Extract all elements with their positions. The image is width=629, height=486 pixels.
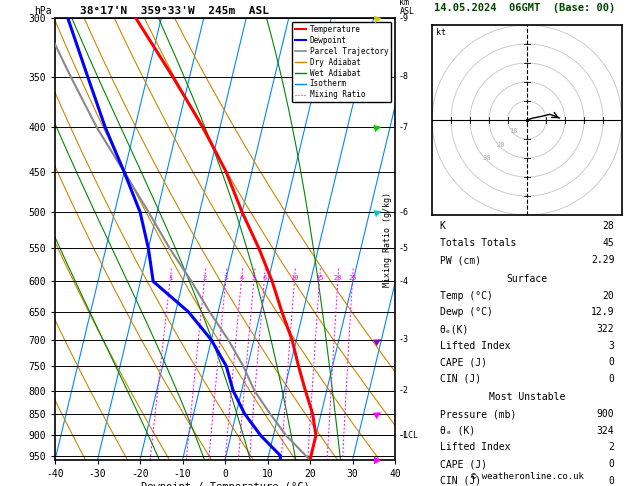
Text: ▶: ▶ [374, 455, 382, 465]
Text: km
ASL: km ASL [399, 0, 415, 16]
Text: 2: 2 [203, 276, 206, 281]
Text: 2.29: 2.29 [591, 255, 615, 265]
Text: ▶: ▶ [372, 334, 384, 346]
Text: CAPE (J): CAPE (J) [440, 357, 487, 367]
Text: hPa: hPa [34, 5, 52, 16]
Text: kt: kt [436, 28, 446, 36]
Text: 12.9: 12.9 [591, 308, 615, 317]
Legend: Temperature, Dewpoint, Parcel Trajectory, Dry Adiabat, Wet Adiabat, Isotherm, Mi: Temperature, Dewpoint, Parcel Trajectory… [292, 22, 391, 103]
Text: CIN (J): CIN (J) [440, 374, 481, 384]
Text: 1: 1 [168, 276, 172, 281]
Text: Surface: Surface [506, 274, 548, 284]
Text: 0: 0 [608, 357, 615, 367]
Text: -9: -9 [398, 14, 408, 22]
Text: © weatheronline.co.uk: © weatheronline.co.uk [470, 472, 584, 481]
Text: -6: -6 [398, 208, 408, 217]
Text: ▶: ▶ [373, 122, 383, 133]
Text: 5: 5 [252, 276, 256, 281]
Text: Totals Totals: Totals Totals [440, 238, 516, 248]
Text: CIN (J): CIN (J) [440, 476, 481, 486]
Text: θₑ (K): θₑ (K) [440, 426, 475, 435]
Text: -3: -3 [398, 335, 408, 345]
Text: Mixing Ratio (g/kg): Mixing Ratio (g/kg) [383, 191, 392, 287]
Text: Lifted Index: Lifted Index [440, 442, 510, 452]
Text: -7: -7 [398, 123, 408, 132]
Text: -8: -8 [398, 72, 408, 81]
Text: 10: 10 [290, 276, 299, 281]
Text: 15: 15 [315, 276, 324, 281]
Text: 0: 0 [608, 476, 615, 486]
Text: 38°17'N  359°33'W  245m  ASL: 38°17'N 359°33'W 245m ASL [80, 5, 269, 16]
Text: 0: 0 [608, 374, 615, 384]
Text: 6: 6 [262, 276, 266, 281]
Text: 3: 3 [608, 341, 615, 350]
Text: 3: 3 [223, 276, 228, 281]
Text: Dewp (°C): Dewp (°C) [440, 308, 493, 317]
Text: Most Unstable: Most Unstable [489, 392, 565, 402]
Text: 20: 20 [603, 291, 615, 301]
Text: θₑ(K): θₑ(K) [440, 324, 469, 334]
Text: 2: 2 [608, 442, 615, 452]
Text: 20: 20 [496, 141, 504, 148]
Text: ▶: ▶ [372, 408, 384, 420]
Text: 0: 0 [608, 459, 615, 469]
Text: -LCL: -LCL [398, 431, 418, 440]
Text: 25: 25 [348, 276, 357, 281]
Text: -5: -5 [398, 244, 408, 253]
Text: 322: 322 [597, 324, 615, 334]
Text: PW (cm): PW (cm) [440, 255, 481, 265]
Text: 20: 20 [333, 276, 342, 281]
Text: K: K [440, 221, 445, 231]
Text: 30: 30 [483, 155, 491, 161]
Text: 45: 45 [603, 238, 615, 248]
Text: 900: 900 [597, 409, 615, 419]
Text: Lifted Index: Lifted Index [440, 341, 510, 350]
Text: -4: -4 [398, 277, 408, 286]
Text: 28: 28 [603, 221, 615, 231]
Text: ▶: ▶ [374, 13, 382, 23]
Text: 14.05.2024  06GMT  (Base: 00): 14.05.2024 06GMT (Base: 00) [435, 2, 616, 13]
Text: 4: 4 [239, 276, 243, 281]
Text: -2: -2 [398, 386, 408, 395]
X-axis label: Dewpoint / Temperature (°C): Dewpoint / Temperature (°C) [141, 482, 309, 486]
Text: 324: 324 [597, 426, 615, 435]
Text: 10: 10 [509, 128, 518, 134]
Text: Pressure (mb): Pressure (mb) [440, 409, 516, 419]
Text: CAPE (J): CAPE (J) [440, 459, 487, 469]
Text: -1: -1 [398, 431, 408, 440]
Text: Temp (°C): Temp (°C) [440, 291, 493, 301]
Text: ▶: ▶ [373, 206, 383, 218]
